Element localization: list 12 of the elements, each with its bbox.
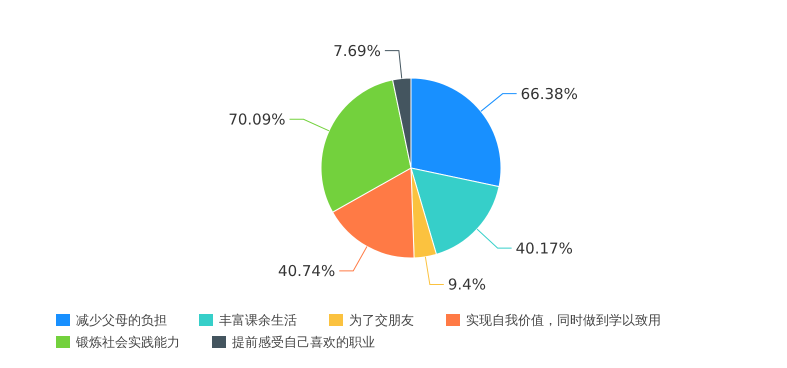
data-label: 70.09% <box>228 110 286 129</box>
legend-label: 提前感受自己喜欢的职业 <box>232 336 375 351</box>
legend-label: 锻炼社会实践能力 <box>75 336 180 351</box>
data-label: 66.38% <box>520 84 578 103</box>
data-label: 40.74% <box>278 262 336 280</box>
legend-label: 为了交朋友 <box>349 312 414 329</box>
legend-label: 丰富课余生活 <box>219 312 297 329</box>
data-label: 40.17% <box>516 239 573 258</box>
legend-label: 实现自我价值，同时做到学以致用 <box>466 314 661 329</box>
data-label: 9.4% <box>448 276 486 294</box>
data-label: 7.69% <box>333 42 381 60</box>
legend-label: 减少父母的负担 <box>76 314 167 329</box>
